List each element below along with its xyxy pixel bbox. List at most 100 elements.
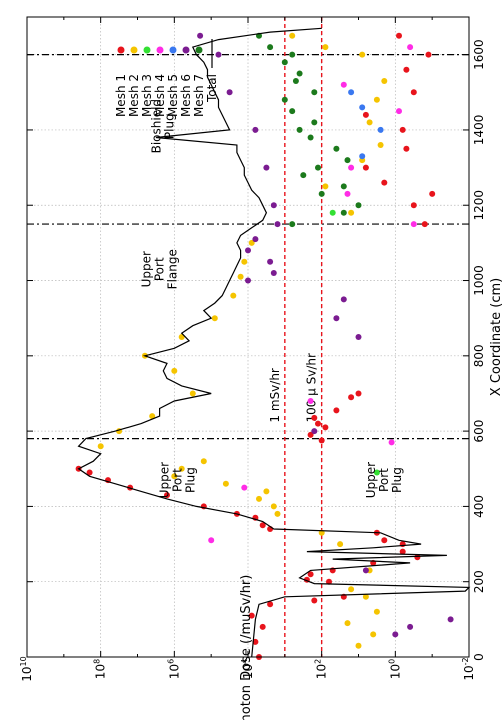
legend-label: Total <box>205 74 219 103</box>
data-point <box>340 209 347 216</box>
data-point <box>429 190 436 197</box>
data-point <box>362 593 369 600</box>
region-annotation: UpperPortPlug <box>158 462 198 498</box>
data-point <box>259 623 266 630</box>
data-point <box>318 190 325 197</box>
series-mesh-3 <box>329 209 380 476</box>
data-point <box>237 273 244 280</box>
data-point <box>296 70 303 77</box>
data-point <box>326 578 332 585</box>
data-point <box>307 398 314 404</box>
series-mesh-5 <box>348 89 384 160</box>
data-point <box>263 164 270 171</box>
data-point <box>267 258 274 265</box>
data-point <box>359 51 366 58</box>
data-point <box>252 236 259 243</box>
data-point <box>259 522 266 529</box>
data-point <box>315 420 321 427</box>
series-layer <box>75 27 471 660</box>
x-axis-title: X Coordinate (cm) <box>489 278 504 396</box>
data-point <box>362 164 369 171</box>
data-point <box>226 89 233 96</box>
x-tick-label: 600 <box>472 420 486 443</box>
legend-label: Mesh 5 <box>166 74 180 117</box>
data-point <box>399 548 406 555</box>
region-annotation: BioshieldPlug <box>149 99 176 153</box>
data-point <box>407 44 414 51</box>
y-tick-label: 1010 <box>19 656 34 681</box>
legend-swatch <box>195 46 203 54</box>
data-point <box>348 586 355 593</box>
data-point <box>208 537 215 544</box>
data-point <box>373 469 380 476</box>
data-point <box>211 315 218 322</box>
data-point <box>274 221 281 228</box>
data-point <box>270 270 277 276</box>
data-point <box>388 439 395 446</box>
plot-area: 1 mSv/hr 100 µ Sv/hr UpperPortPlug UpperPo… <box>26 16 471 660</box>
grid-lines <box>26 17 470 658</box>
data-point <box>307 431 314 438</box>
data-point <box>97 443 104 450</box>
data-point <box>355 390 362 397</box>
data-point <box>329 209 336 216</box>
region-annotation: UpperPortFlange <box>139 249 179 289</box>
legend-label: Mesh 4 <box>153 74 167 117</box>
y-tick-label: 104 <box>240 659 255 679</box>
data-point <box>403 145 410 152</box>
data-point <box>355 642 362 649</box>
series-mesh-6 <box>197 32 454 638</box>
data-point <box>311 414 318 421</box>
data-point <box>289 108 296 115</box>
data-point <box>311 428 318 435</box>
data-point <box>337 541 344 548</box>
data-point <box>373 608 380 615</box>
x-tick-label: 800 <box>472 344 486 367</box>
legend: Mesh 1 Mesh 2 Mesh 3 Mesh 4 Mesh 5 Mesh 6 Mesh… <box>114 39 219 117</box>
data-point <box>270 202 277 209</box>
data-point <box>171 473 178 480</box>
data-point <box>281 59 288 66</box>
data-point <box>333 315 340 322</box>
x-tick-label: 1600 <box>472 39 486 70</box>
data-point <box>410 89 417 96</box>
data-point <box>300 172 307 179</box>
data-point <box>230 292 237 299</box>
data-point <box>377 126 384 133</box>
legend-item: Mesh 5 <box>166 46 180 117</box>
data-point <box>366 119 373 126</box>
legend-swatch <box>143 46 151 54</box>
data-point <box>373 96 380 103</box>
dose-limit-label: 1 mSv/hr <box>268 368 282 423</box>
x-tick-label: 1400 <box>472 115 486 146</box>
data-point <box>245 247 251 254</box>
legend-label: Mesh 2 <box>127 74 141 117</box>
data-point <box>377 142 384 148</box>
data-point <box>189 390 196 397</box>
data-point <box>399 126 406 133</box>
data-point <box>197 32 204 39</box>
legend-swatch <box>182 46 190 54</box>
data-point <box>396 32 402 39</box>
legend-label: Mesh 6 <box>179 74 193 117</box>
data-point <box>149 413 156 420</box>
series-mesh-7 <box>256 32 362 228</box>
data-point <box>248 612 255 619</box>
data-point <box>311 597 318 604</box>
y-axis-title: Shutdown Photon Dose (/muSv/hr) <box>239 575 254 720</box>
data-point <box>289 51 296 58</box>
data-point <box>311 119 318 126</box>
data-point <box>307 571 314 578</box>
x-tick-label: 0 <box>472 653 486 661</box>
data-point <box>241 484 248 491</box>
data-point <box>222 480 229 487</box>
data-point <box>425 51 432 58</box>
x-tick-label: 1000 <box>472 265 486 296</box>
data-point <box>215 51 222 58</box>
data-point <box>344 157 351 164</box>
data-point <box>348 394 355 401</box>
legend-label: Mesh 1 <box>114 74 128 117</box>
data-point <box>407 623 414 630</box>
data-point <box>396 108 402 115</box>
